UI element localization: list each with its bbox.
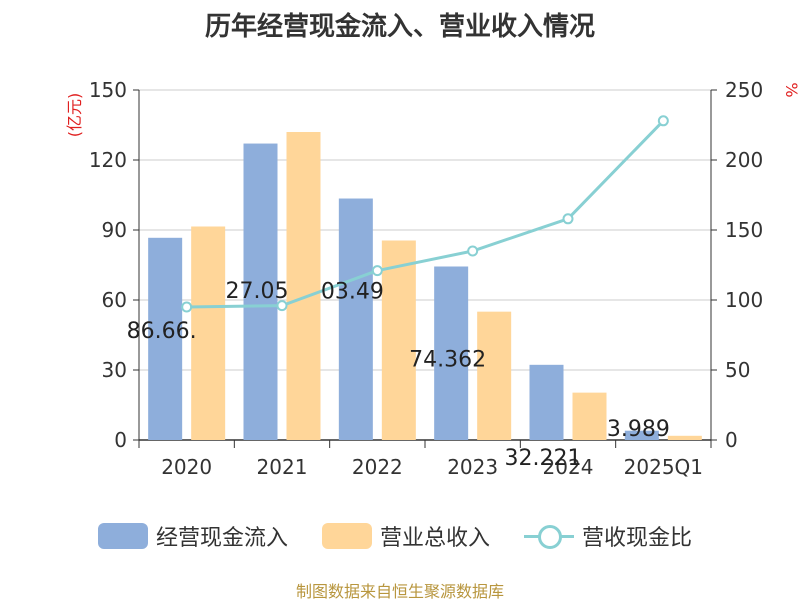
y-right-tick-label: 0 <box>725 428 738 452</box>
legend-label-cash-ratio: 营收现金比 <box>582 526 693 551</box>
y-right-tick-label: 200 <box>725 148 763 172</box>
bar-cash-inflow <box>338 198 373 440</box>
legend: 经营现金流入 营业总收入 营收现金比 <box>0 518 800 554</box>
x-tick-label: 2025Q1 <box>624 455 703 479</box>
y-right-tick-label: 250 <box>725 78 763 102</box>
line-point-cash-ratio <box>562 213 574 225</box>
bar-cash-inflow <box>624 430 659 440</box>
x-tick-label: 2021 <box>257 455 308 479</box>
bar-cash-inflow <box>243 143 278 441</box>
data-label: 74.362 <box>409 347 486 372</box>
x-tick-label: 2023 <box>447 455 498 479</box>
data-label: 86.66. <box>127 319 197 344</box>
bar-cash-inflow <box>148 237 183 440</box>
y-right-tick-label: 150 <box>725 218 763 242</box>
legend-label-revenue: 营业总收入 <box>380 526 491 551</box>
y-left-tick-label: 0 <box>114 428 127 452</box>
x-tick-label: 2022 <box>352 455 403 479</box>
y-left-tick-label: 150 <box>89 78 127 102</box>
legend-line-marker-icon <box>524 523 574 549</box>
legend-label-cash-inflow: 经营现金流入 <box>156 526 289 551</box>
legend-swatch-cash-inflow <box>98 523 148 549</box>
data-label: 32.221 <box>505 446 582 471</box>
line-point-cash-ratio <box>657 115 669 127</box>
y-left-tick-label: 30 <box>102 358 127 382</box>
bar-revenue <box>381 240 416 440</box>
legend-item-cash-inflow[interactable]: 经营现金流入 <box>98 518 288 554</box>
bar-cash-inflow <box>529 364 564 440</box>
y-left-axis-label: (亿元) <box>65 93 84 138</box>
legend-item-cash-ratio[interactable]: 营收现金比 <box>524 518 692 554</box>
x-tick-label: 2020 <box>161 455 212 479</box>
data-label: 27.05 <box>226 279 289 304</box>
bar-revenue <box>191 226 226 440</box>
data-label: 03.49 <box>321 280 384 305</box>
bar-revenue <box>572 392 607 440</box>
x-tick-label: 2024 <box>543 455 594 479</box>
line-point-cash-ratio <box>371 265 383 277</box>
bar-cash-inflow <box>434 266 469 440</box>
y-right-axis-label: % <box>782 82 800 97</box>
y-right-tick-label: 50 <box>725 358 750 382</box>
line-point-cash-ratio <box>181 301 193 313</box>
line-point-cash-ratio <box>467 245 479 257</box>
y-right-tick-label: 100 <box>725 288 763 312</box>
source-note: 制图数据来自恒生聚源数据库 <box>295 582 504 601</box>
bar-revenue <box>286 132 321 440</box>
y-left-tick-label: 90 <box>102 218 127 242</box>
legend-item-revenue[interactable]: 营业总收入 <box>322 518 490 554</box>
chart-title: 历年经营现金流入、营业收入情况 <box>204 12 595 42</box>
bar-revenue <box>667 435 702 440</box>
legend-swatch-revenue <box>322 523 372 549</box>
line-point-cash-ratio <box>276 300 288 312</box>
bar-revenue <box>477 311 512 440</box>
y-left-tick-label: 60 <box>102 288 127 312</box>
line-cash-ratio <box>186 119 665 309</box>
y-left-tick-label: 120 <box>89 148 127 172</box>
data-label: 3.989 <box>607 417 670 442</box>
